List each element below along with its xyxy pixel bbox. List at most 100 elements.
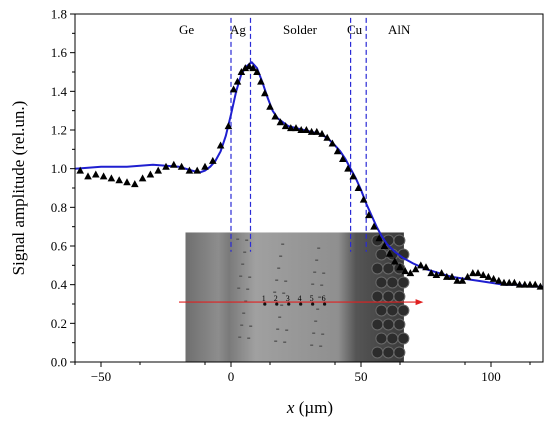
data-point xyxy=(417,261,425,269)
sem-speck xyxy=(243,251,247,253)
data-point xyxy=(281,122,290,130)
y-tick-label: 0.6 xyxy=(51,239,68,254)
sem-speck xyxy=(237,287,241,289)
y-tick-label: 0.4 xyxy=(51,277,68,292)
sem-speck xyxy=(242,312,246,314)
sem-grain xyxy=(371,318,384,331)
sem-speck xyxy=(274,340,278,342)
sem-speck xyxy=(320,284,324,286)
data-point xyxy=(521,280,529,288)
sem-grain xyxy=(386,276,399,289)
sem-speck xyxy=(236,238,240,240)
data-point xyxy=(292,124,300,132)
data-point xyxy=(115,176,123,184)
sem-speck xyxy=(281,243,285,245)
data-point xyxy=(233,77,242,85)
sem-speck xyxy=(238,336,242,338)
data-point xyxy=(297,126,305,133)
data-point xyxy=(526,280,534,288)
region-label-ag: Ag xyxy=(230,22,246,37)
data-point xyxy=(318,129,326,137)
data-point xyxy=(237,68,246,75)
scan-point-marker xyxy=(287,302,291,306)
data-point xyxy=(391,257,399,265)
data-point xyxy=(375,234,383,242)
sem-speck xyxy=(284,280,288,282)
data-point xyxy=(224,122,233,130)
data-point xyxy=(339,155,347,162)
data-point xyxy=(154,166,162,174)
sem-speck xyxy=(249,325,253,327)
scan-point-marker xyxy=(311,302,315,306)
x-axis: −50 0 50 100 xyxy=(74,362,531,384)
sem-speck xyxy=(275,279,279,281)
sem-speck xyxy=(317,247,321,249)
sem-speck xyxy=(316,308,320,310)
sem-speck xyxy=(246,288,250,290)
data-point xyxy=(344,164,352,172)
data-point xyxy=(266,102,274,110)
data-point xyxy=(328,139,337,147)
sem-speck xyxy=(273,291,277,293)
sem-speck xyxy=(283,341,287,343)
x-tick-label: −50 xyxy=(91,369,111,384)
sem-grain xyxy=(375,304,388,317)
sem-speck xyxy=(247,337,251,339)
sem-speck xyxy=(312,332,316,334)
sem-grain xyxy=(371,346,384,359)
data-point xyxy=(359,195,368,203)
sem-speck xyxy=(280,304,284,306)
sem-speck xyxy=(276,328,280,330)
data-point xyxy=(536,282,543,290)
data-point xyxy=(448,272,456,280)
data-point xyxy=(131,180,139,188)
data-point xyxy=(354,184,363,191)
data-point xyxy=(323,133,331,141)
data-point xyxy=(427,269,435,277)
data-point xyxy=(307,127,316,135)
data-point xyxy=(365,211,373,219)
data-point xyxy=(489,274,498,282)
y-tick-label: 1.0 xyxy=(51,161,67,176)
y-tick-label: 1.6 xyxy=(51,45,68,60)
y-tick-label: 1.8 xyxy=(51,7,67,22)
data-point xyxy=(249,64,257,72)
sem-speck xyxy=(322,272,326,274)
y-tick-label: 0.8 xyxy=(51,200,67,215)
sem-grain xyxy=(375,332,388,345)
sem-inset-background xyxy=(185,232,404,362)
data-point xyxy=(370,222,378,230)
region-label-aln: AlN xyxy=(388,22,411,37)
data-point xyxy=(437,269,446,277)
data-point xyxy=(107,174,116,182)
sem-speck xyxy=(241,263,245,265)
sem-grain xyxy=(397,332,410,345)
data-point xyxy=(84,172,92,180)
scan-point-marker xyxy=(263,302,267,306)
data-point xyxy=(76,166,84,174)
data-point xyxy=(380,242,389,249)
data-point xyxy=(261,89,269,97)
data-point xyxy=(479,271,487,278)
sem-speck xyxy=(319,345,323,347)
sem-grain xyxy=(375,276,388,289)
data-point xyxy=(241,64,250,72)
x-tick-label: 0 xyxy=(228,369,235,384)
y-tick-label: 0.0 xyxy=(51,355,67,370)
sem-speck xyxy=(315,259,319,261)
sem-speck xyxy=(282,292,286,294)
data-point xyxy=(510,278,519,286)
data-point xyxy=(313,127,321,135)
sem-grain xyxy=(375,248,388,261)
sem-grain xyxy=(397,304,410,317)
scan-point-marker xyxy=(275,302,279,306)
sem-speck xyxy=(248,276,252,278)
data-point xyxy=(257,77,265,85)
data-point xyxy=(209,156,217,164)
data-point xyxy=(92,170,100,178)
region-labels: Ge Ag Solder Cu AlN xyxy=(179,22,411,37)
sem-grain xyxy=(371,262,384,275)
region-label-cu: Cu xyxy=(347,22,363,37)
